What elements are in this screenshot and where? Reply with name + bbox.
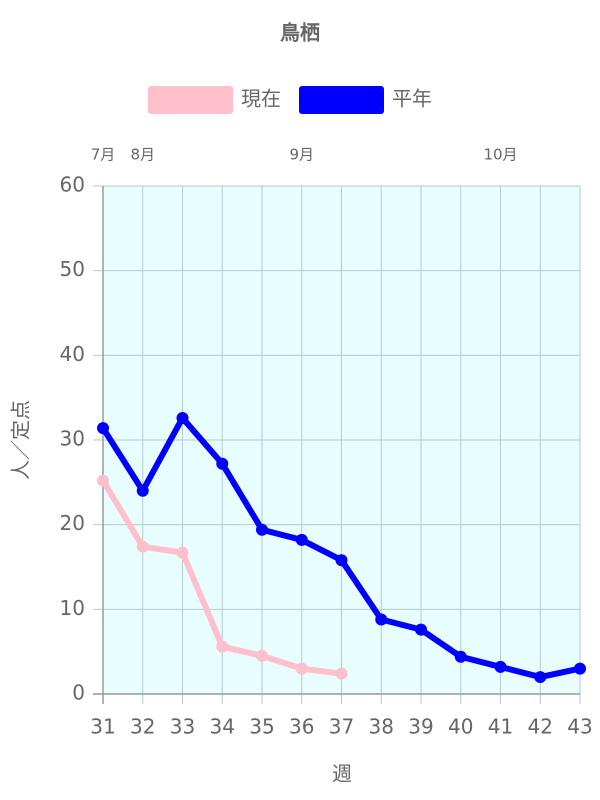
- legend-label: 現在: [241, 87, 281, 111]
- y-tick-label: 50: [60, 257, 85, 281]
- y-tick-label: 40: [60, 342, 85, 366]
- month-label: 9月: [289, 146, 314, 164]
- x-tick-label: 31: [90, 715, 115, 739]
- data-point: [176, 411, 189, 424]
- x-tick-label: 36: [289, 715, 314, 739]
- y-tick-label: 20: [60, 511, 85, 535]
- x-tick-label: 32: [130, 715, 155, 739]
- data-point: [97, 422, 109, 435]
- data-point: [256, 523, 268, 536]
- data-point: [454, 650, 467, 663]
- x-tick-label: 38: [369, 715, 394, 739]
- y-tick-label: 60: [60, 173, 85, 197]
- data-point: [335, 667, 348, 680]
- x-tick-label: 34: [210, 715, 235, 739]
- legend-swatch: [148, 86, 233, 114]
- data-point: [216, 640, 229, 653]
- data-point: [136, 540, 149, 553]
- legend-label: 平年: [392, 87, 432, 111]
- data-point: [256, 649, 268, 662]
- x-tick-label: 41: [488, 715, 513, 739]
- x-tick-label: 33: [170, 715, 195, 739]
- y-axis-label: 人／定点: [9, 400, 33, 480]
- data-point: [494, 660, 507, 673]
- x-tick-label: 37: [329, 715, 354, 739]
- x-axis-label: 週: [332, 762, 352, 786]
- data-point: [295, 662, 308, 675]
- month-label: 7月: [91, 146, 116, 164]
- chart-title: 鳥栖: [280, 21, 320, 45]
- x-tick-label: 42: [528, 715, 553, 739]
- data-point: [415, 623, 427, 636]
- data-point: [534, 671, 547, 684]
- data-point: [375, 613, 388, 626]
- x-tick-label: 39: [408, 715, 433, 739]
- x-tick-label: 35: [249, 715, 274, 739]
- data-point: [574, 662, 586, 675]
- legend-swatch: [299, 86, 384, 114]
- y-tick-label: 0: [72, 681, 85, 705]
- data-point: [136, 484, 149, 497]
- x-tick-label: 40: [448, 715, 473, 739]
- data-point: [216, 457, 229, 470]
- month-label: 8月: [130, 146, 155, 164]
- data-point: [97, 474, 109, 487]
- data-point: [335, 554, 348, 567]
- data-point: [176, 546, 189, 559]
- y-tick-label: 30: [60, 427, 85, 451]
- month-label: 10月: [483, 146, 517, 164]
- x-tick-label: 43: [567, 715, 592, 739]
- y-tick-label: 10: [60, 596, 85, 620]
- data-point: [295, 533, 308, 546]
